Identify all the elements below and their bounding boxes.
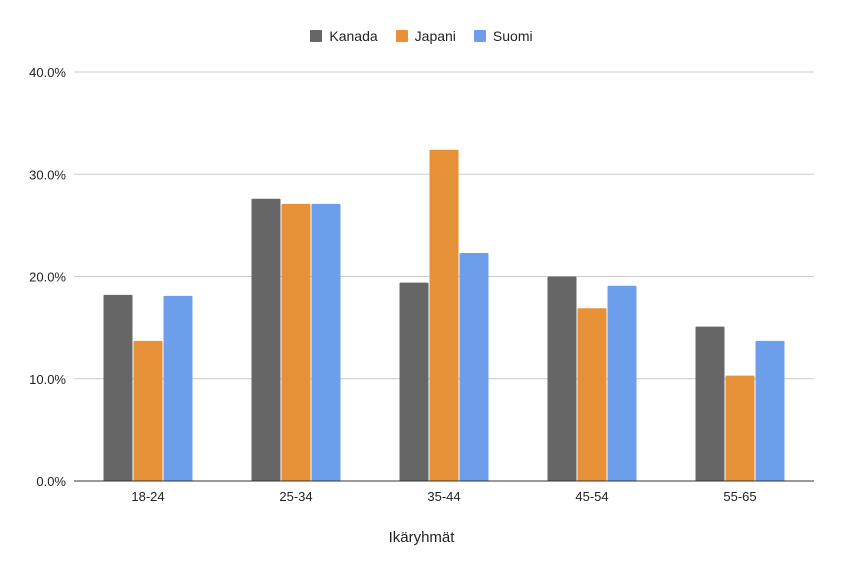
x-axis-title: Ikäryhmät xyxy=(388,529,455,546)
x-tick-label: 25-34 xyxy=(279,489,312,504)
bar-suomi-25-34 xyxy=(311,203,341,481)
bar-kanada-35-44 xyxy=(399,282,429,481)
bar-kanada-55-65 xyxy=(695,326,725,481)
y-tick-label: 30.0% xyxy=(29,167,66,182)
y-tick-label: 0.0% xyxy=(36,474,66,489)
y-tick-label: 40.0% xyxy=(29,65,66,80)
bar-japani-45-54 xyxy=(577,308,607,481)
x-tick-label: 45-54 xyxy=(575,489,608,504)
bar-japani-35-44 xyxy=(429,149,459,481)
y-tick-label: 20.0% xyxy=(29,270,66,285)
legend-item-suomi[interactable]: Suomi xyxy=(473,28,533,44)
bar-suomi-35-44 xyxy=(459,252,489,481)
x-tick-label: 18-24 xyxy=(131,489,164,504)
bar-kanada-25-34 xyxy=(251,198,281,482)
x-tick-label: 55-65 xyxy=(723,489,756,504)
legend-swatch-japani xyxy=(395,30,408,42)
chart-legend: Kanada Japani Suomi xyxy=(0,28,843,44)
legend-label-kanada: Kanada xyxy=(329,28,378,44)
bar-suomi-55-65 xyxy=(755,340,785,481)
bar-suomi-45-54 xyxy=(607,285,637,481)
x-tick-label: 35-44 xyxy=(427,489,460,504)
bar-kanada-45-54 xyxy=(547,276,577,481)
bar-suomi-18-24 xyxy=(163,295,193,481)
legend-label-suomi: Suomi xyxy=(492,28,533,44)
bar-kanada-18-24 xyxy=(103,294,133,481)
bar-japani-25-34 xyxy=(281,203,311,481)
legend-item-japani[interactable]: Japani xyxy=(395,28,456,44)
legend-swatch-kanada xyxy=(310,30,323,42)
legend-label-japani: Japani xyxy=(414,28,456,44)
legend-item-kanada[interactable]: Kanada xyxy=(310,28,378,44)
y-tick-label: 10.0% xyxy=(29,372,66,387)
bar-japani-18-24 xyxy=(133,340,163,481)
legend-swatch-suomi xyxy=(473,30,486,42)
bar-japani-55-65 xyxy=(725,375,755,481)
